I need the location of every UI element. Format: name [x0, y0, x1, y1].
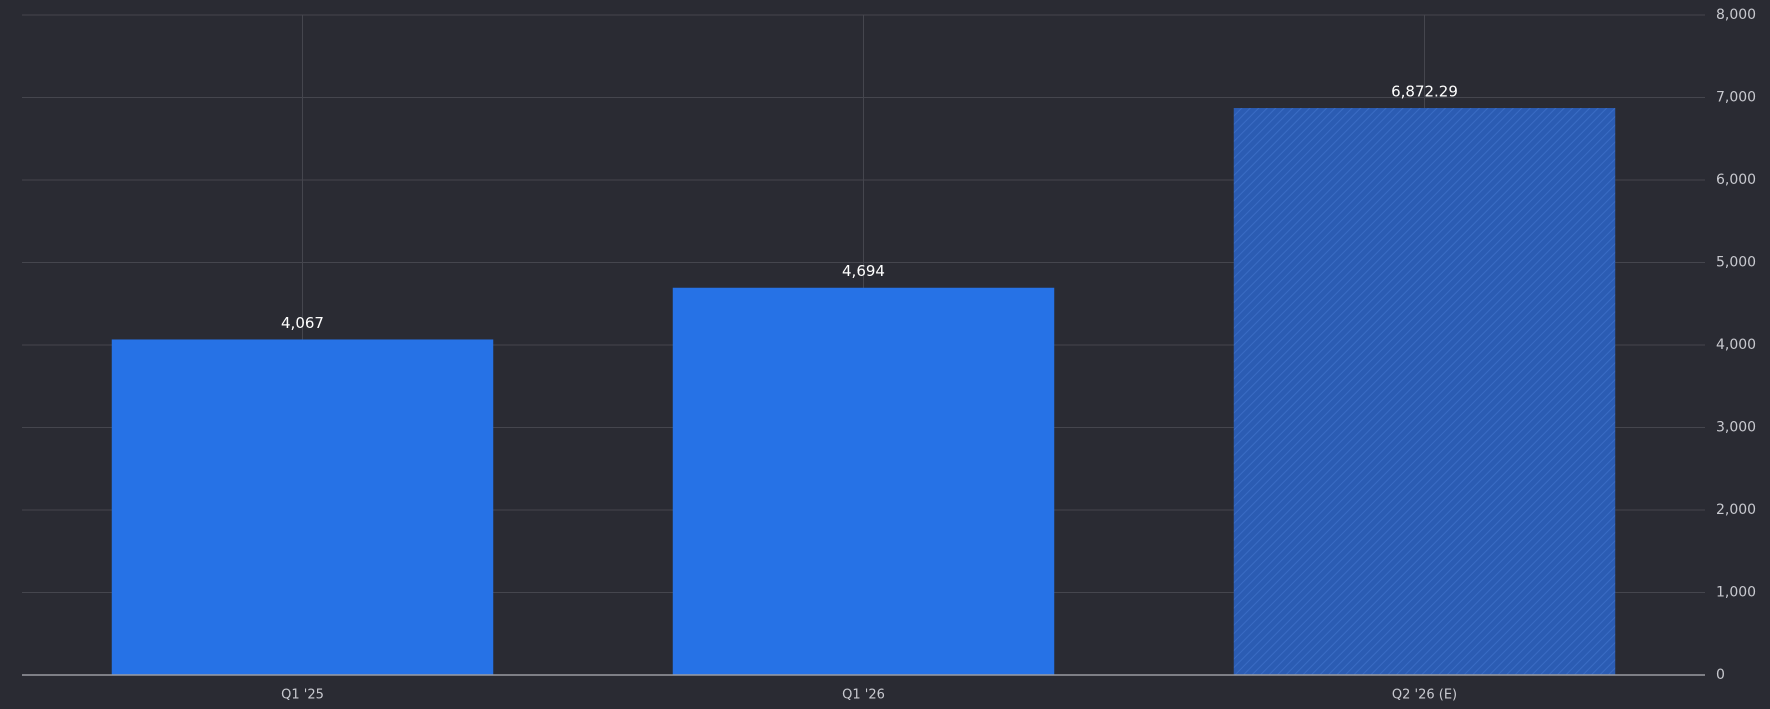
y-tick-label: 7,000	[1716, 90, 1756, 106]
bar	[111, 339, 494, 675]
x-tick-label: Q1 '26	[842, 688, 885, 703]
y-tick-label: 1,000	[1716, 585, 1756, 601]
y-tick-label: 5,000	[1716, 255, 1756, 271]
value-label: 6,872.29	[1391, 83, 1458, 101]
x-tick-label: Q2 '26 (E)	[1392, 688, 1457, 703]
y-tick-label: 0	[1716, 667, 1725, 683]
bar	[1233, 108, 1616, 675]
y-tick-label: 4,000	[1716, 337, 1756, 353]
y-tick-label: 8,000	[1716, 7, 1756, 23]
value-label: 4,694	[842, 262, 885, 280]
x-tick-label: Q1 '25	[281, 688, 324, 703]
bar	[672, 287, 1055, 675]
y-tick-label: 6,000	[1716, 172, 1756, 188]
y-tick-label: 3,000	[1716, 420, 1756, 436]
value-label: 4,067	[281, 314, 324, 332]
y-tick-label: 2,000	[1716, 502, 1756, 518]
